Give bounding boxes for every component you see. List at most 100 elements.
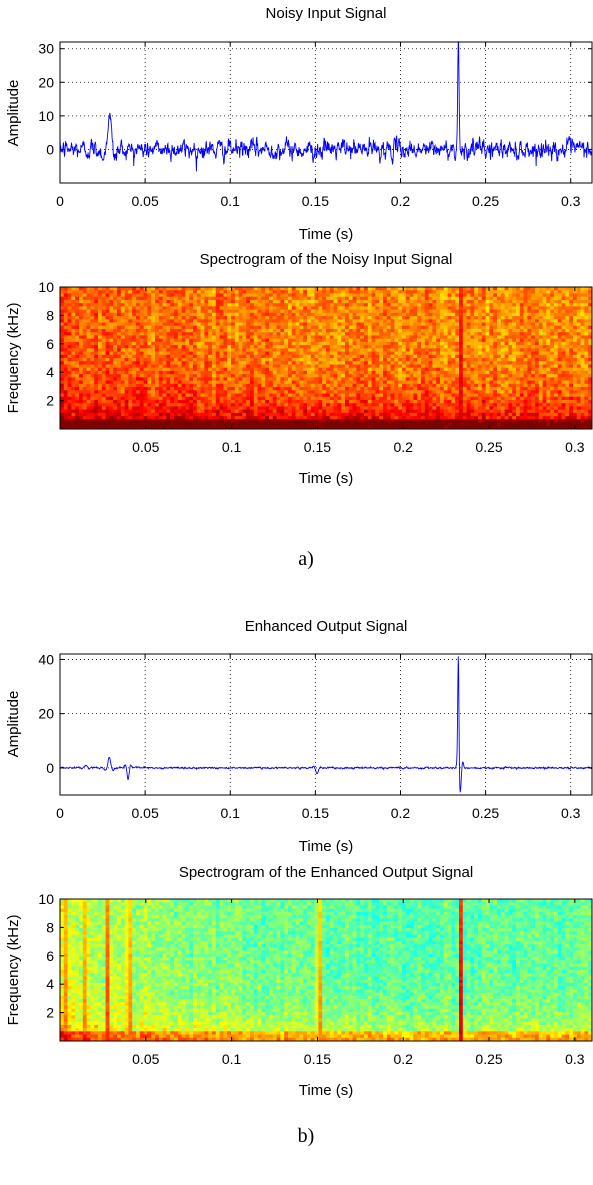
spectrogram-cell: [238, 361, 243, 365]
spectrogram-cell: [443, 364, 448, 369]
spectrogram-cell: [470, 341, 475, 346]
spectrogram-cell: [253, 364, 258, 369]
spectrogram-cell: [383, 380, 388, 385]
spectrogram-cell: [120, 367, 125, 372]
spectrogram-cell: [242, 416, 247, 420]
spectrogram-cell: [295, 338, 300, 343]
spectrogram-cell: [120, 361, 125, 365]
spectrogram-cell: [280, 416, 285, 420]
spectrogram-cell: [90, 377, 95, 381]
spectrogram-cell: [105, 364, 110, 369]
spectrogram-cell: [303, 364, 308, 369]
spectrogram-cell: [63, 361, 68, 365]
spectrogram-cell: [90, 409, 95, 414]
spectrogram-cell: [459, 354, 464, 359]
spectrogram-cell: [113, 425, 118, 430]
spectrogram-cell: [101, 412, 106, 417]
spectrogram-cell: [86, 412, 91, 417]
spectrogram-cell: [314, 406, 319, 411]
spectrogram-cell: [329, 296, 334, 301]
spectrogram-cell: [200, 348, 205, 352]
spectrogram-cell: [307, 332, 312, 336]
spectrogram-cell: [143, 387, 148, 391]
spectrogram-cell: [101, 354, 106, 359]
spectrogram-cell: [155, 390, 160, 394]
spectrogram-cell: [474, 335, 479, 340]
spectrogram-cell: [196, 309, 201, 314]
spectrogram-cell: [440, 287, 445, 291]
spectrogram-cell: [398, 319, 403, 323]
spectrogram-cell: [71, 354, 76, 359]
spectrogram-cell: [79, 296, 84, 301]
spectrogram-cell: [86, 390, 91, 394]
spectrogram-cell: [417, 303, 422, 307]
spectrogram-cell: [348, 338, 353, 343]
spectrogram-cell: [151, 306, 156, 310]
spectrogram-cell: [86, 403, 91, 407]
spectrogram-cell: [158, 370, 163, 375]
spectrogram-cell: [143, 351, 148, 356]
spectrogram-cell: [227, 354, 232, 359]
spectrogram-cell: [177, 364, 182, 369]
spectrogram-cell: [132, 409, 137, 414]
spectrogram-cell: [170, 412, 175, 417]
spectrogram-cell: [269, 309, 274, 314]
spectrogram-cell: [113, 399, 118, 404]
spectrogram-cell: [212, 309, 217, 314]
spectrogram-cell: [421, 287, 426, 291]
spectrogram-cell: [139, 393, 144, 398]
spectrogram-cell: [147, 312, 152, 317]
spectrogram-cell: [470, 316, 475, 320]
spectrogram-cell: [174, 335, 179, 340]
spectrogram-cell: [310, 409, 315, 414]
spectrogram-cell: [86, 325, 91, 330]
spectrogram-cell: [147, 399, 152, 404]
spectrogram-cell: [284, 374, 289, 378]
spectrogram-cell: [215, 296, 220, 301]
spectrogram-cell: [337, 403, 342, 407]
spectrogram-cell: [386, 403, 391, 407]
spectrogram-cell: [200, 364, 205, 369]
spectrogram-cell: [375, 419, 380, 423]
spectrogram-cell: [117, 328, 122, 333]
spectrogram-cell: [105, 319, 110, 323]
spectrogram-cell: [231, 390, 236, 394]
spectrogram-cell: [109, 354, 114, 359]
spectrogram-cell: [253, 299, 258, 304]
spectrogram-cell: [322, 380, 327, 385]
spectrogram-cell: [394, 332, 399, 336]
spectrogram-cell: [185, 306, 190, 310]
spectrogram-cell: [299, 422, 304, 427]
spectrogram-cell: [443, 354, 448, 359]
spectrogram-cell: [124, 390, 129, 394]
spectrogram-cell: [75, 338, 80, 343]
spectrogram-cell: [234, 306, 239, 310]
spectrogram-cell: [269, 332, 274, 336]
spectrogram-cell: [208, 377, 213, 381]
spectrogram-cell: [231, 328, 236, 333]
spectrogram-cell: [394, 354, 399, 359]
spectrogram-cell: [288, 370, 293, 375]
spectrogram-cell: [455, 322, 460, 327]
spectrogram-cell: [432, 312, 437, 317]
spectrogram-cell: [333, 393, 338, 398]
spectrogram-cell: [261, 290, 266, 294]
spectrogram-cell: [231, 361, 236, 365]
spectrogram-cell: [63, 383, 68, 388]
spectrogram-cell: [250, 422, 255, 427]
spectrogram-cell: [356, 296, 361, 301]
spectrogram-cell: [79, 299, 84, 304]
spectrogram-cell: [466, 299, 471, 304]
spectrogram-cell: [136, 303, 141, 307]
spectrogram-cell: [310, 422, 315, 427]
spectrogram-cell: [90, 422, 95, 427]
spectrogram-cell: [215, 387, 220, 391]
spectrogram-cell: [299, 293, 304, 298]
spectrogram-cell: [333, 396, 338, 401]
spectrogram-cell: [428, 393, 433, 398]
spectrogram-cell: [322, 374, 327, 378]
spectrogram-cell: [109, 303, 114, 307]
spectrogram-cell: [405, 322, 410, 327]
spectrogram-cell: [79, 387, 84, 391]
spectrogram-cell: [155, 406, 160, 411]
